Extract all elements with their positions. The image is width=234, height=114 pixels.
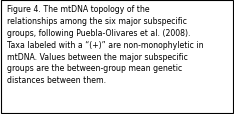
FancyBboxPatch shape (1, 1, 233, 113)
Text: Figure 4. The mtDNA topology of the
relationships among the six major subspecifi: Figure 4. The mtDNA topology of the rela… (7, 5, 204, 85)
